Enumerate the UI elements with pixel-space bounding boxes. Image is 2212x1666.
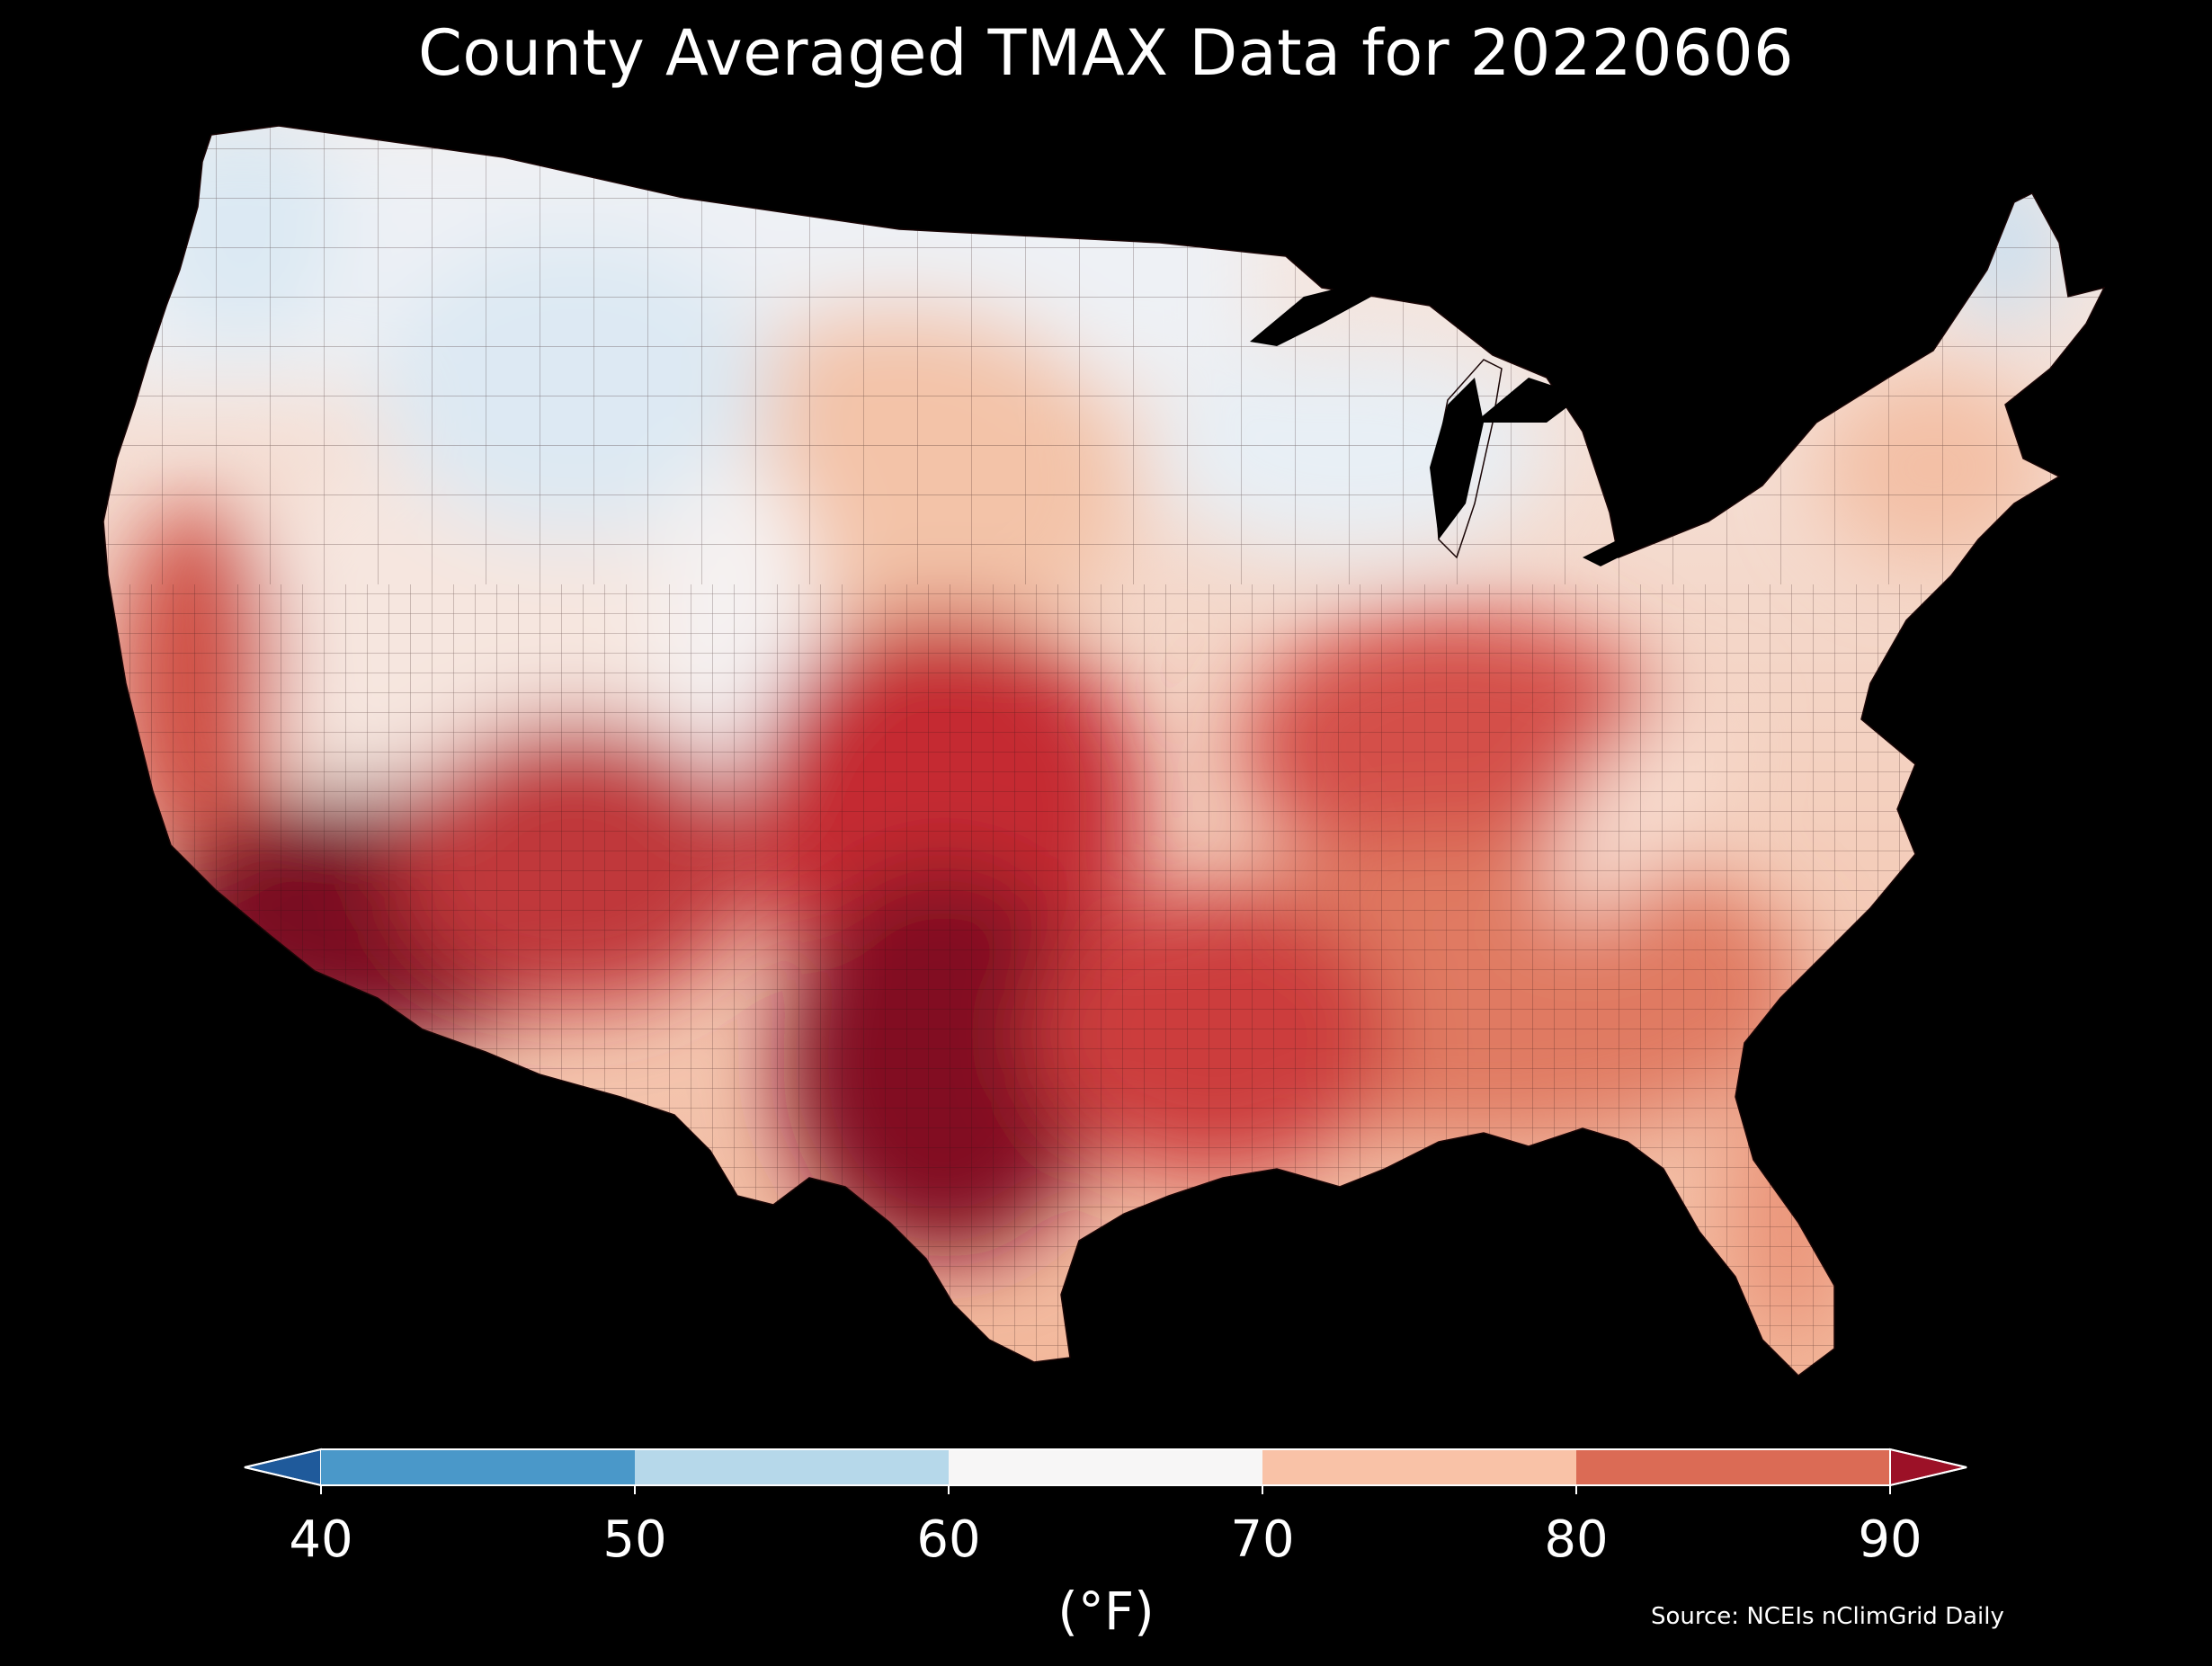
colorbar [0, 1437, 2212, 1500]
colorbar-over-arrow [1889, 1448, 1967, 1487]
colorbar-bin-4 [1576, 1449, 1890, 1485]
colorbar-tick-label: 40 [289, 1510, 353, 1569]
colorbar-tick-label: 70 [1230, 1510, 1295, 1569]
colorbar-tick-label: 50 [602, 1510, 667, 1569]
colorbar-bin-1 [635, 1449, 949, 1485]
colorbar-tick-label: 80 [1544, 1510, 1609, 1569]
colorbar-bin-0 [321, 1449, 635, 1485]
map-area [90, 117, 2122, 1394]
colorbar-under-arrow [244, 1448, 322, 1487]
colorbar-tick-label: 60 [916, 1510, 981, 1569]
source-credit: Source: NCEIs nClimGrid Daily [1651, 1603, 2004, 1630]
us-county-map [103, 125, 2105, 1376]
colorbar-bin-3 [1262, 1449, 1576, 1485]
colorbar-bin-2 [949, 1449, 1262, 1485]
map-title: County Averaged TMAX Data for 20220606 [417, 16, 1795, 90]
map-fill [103, 126, 2104, 1376]
colorbar-tick-label: 90 [1858, 1510, 1922, 1569]
colorbar-svg [244, 1448, 1967, 1494]
colorbar-unit-label: (°F) [1057, 1581, 1155, 1642]
great-lakes [1250, 283, 1744, 566]
